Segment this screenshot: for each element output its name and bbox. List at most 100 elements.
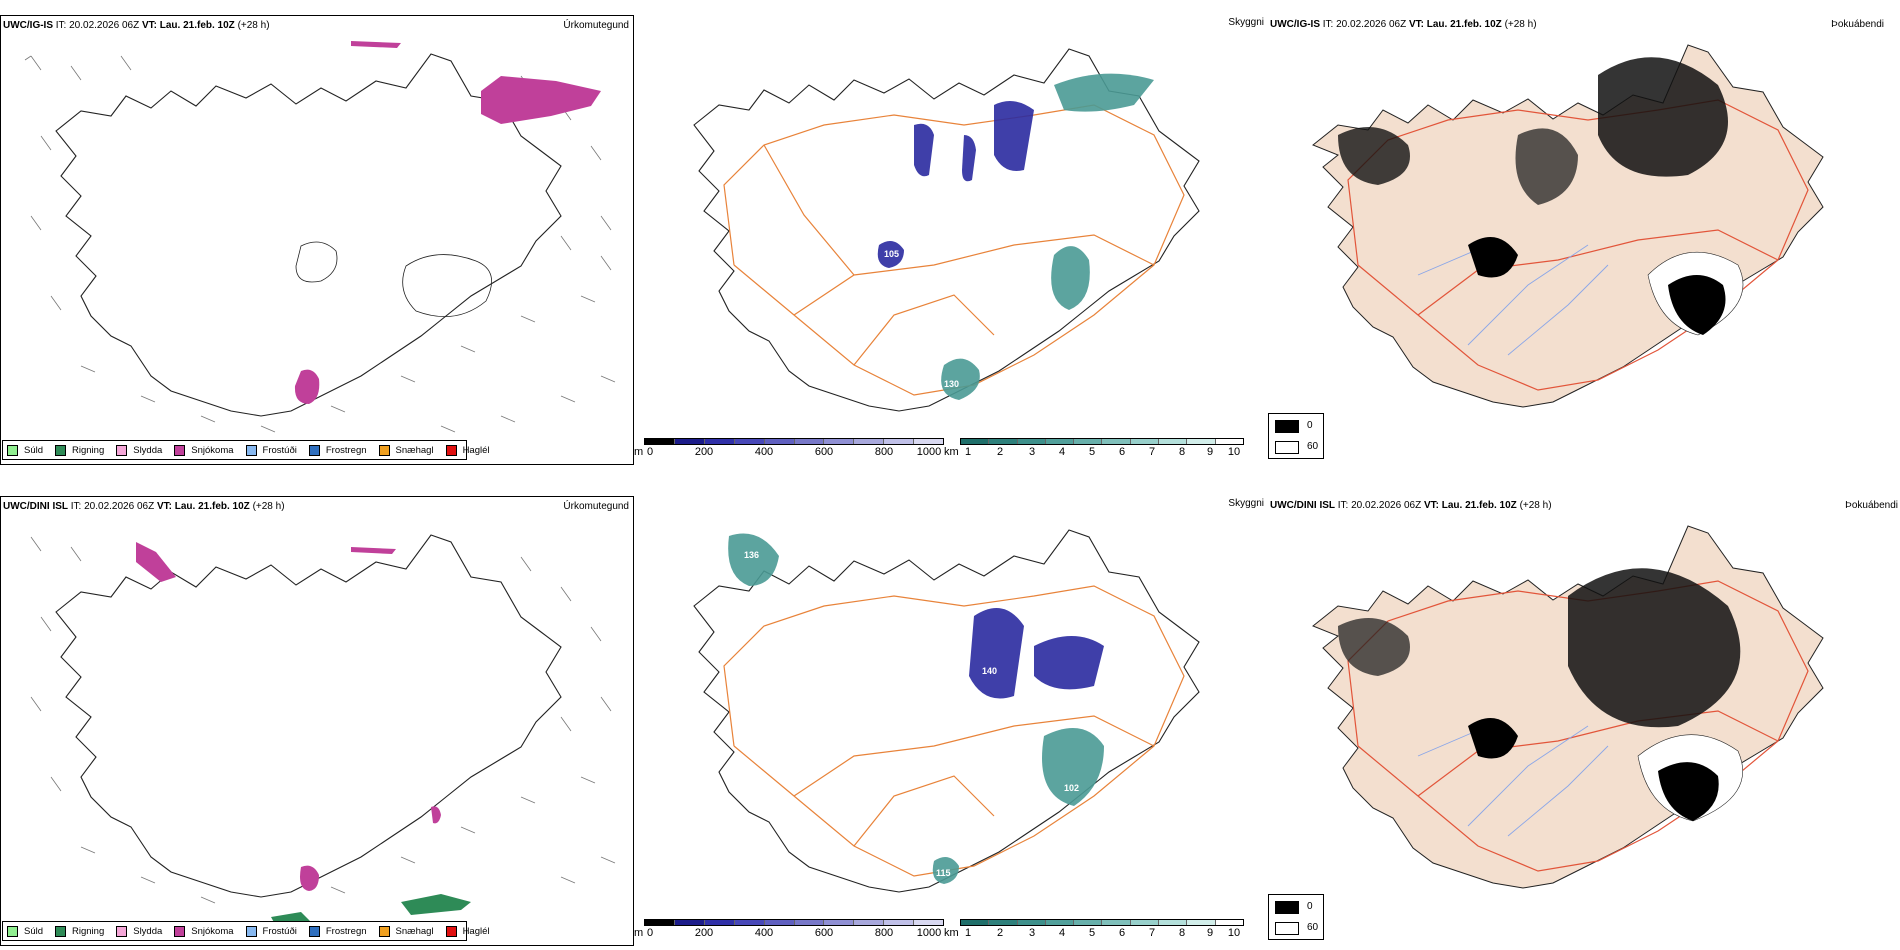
road-network	[723, 585, 1185, 877]
fog-index-legend: 0 60	[1268, 894, 1324, 940]
panel-name: Þokuábendi	[1831, 19, 1884, 30]
colorbar-tick: 2	[996, 927, 1004, 939]
panel-name: Skyggni	[1228, 498, 1264, 509]
precip-type-panel-top: UWC/IG-IS IT: 20.02.2026 06Z VT: Lau. 21…	[0, 15, 634, 465]
fog-map-top	[1312, 44, 1824, 408]
iceland-land	[1312, 525, 1824, 889]
glacier-outline	[295, 241, 493, 317]
wind-barbs	[24, 55, 616, 433]
colorbar-tick: 400	[754, 927, 774, 939]
legend-item: Frostregn	[308, 925, 367, 937]
low-visibility-areas	[728, 533, 1104, 884]
colorbar-tick: 600	[814, 927, 834, 939]
legend-item: Frostúði	[245, 444, 297, 456]
legend-item: Haglél	[445, 925, 490, 937]
colorbar-tick: 4	[1058, 446, 1066, 458]
panel-title: UWC/DINI ISL IT: 20.02.2026 06Z VT: Lau.…	[1270, 500, 1552, 511]
precip-map-top	[24, 41, 616, 433]
fog-intensity-areas	[1338, 57, 1744, 336]
low-visibility-areas	[877, 73, 1154, 400]
legend-item: Haglél	[445, 444, 490, 456]
colorbar-unit: km	[944, 446, 959, 458]
colorbar-unit: m	[634, 927, 644, 939]
colorbar-tick: 200	[694, 927, 714, 939]
colorbar-tick: 800	[874, 927, 894, 939]
visibility-colorbar-m: m 0 200 400 600 800 1000	[634, 438, 944, 460]
colorbar-tick: 10	[1227, 927, 1241, 939]
panel-name: Úrkomutegund	[563, 501, 629, 512]
colorbar-tick: 5	[1088, 927, 1096, 939]
colorbar-tick: 6	[1118, 446, 1126, 458]
colorbar-tick: 3	[1028, 927, 1036, 939]
road-network	[1347, 580, 1809, 872]
visibility-value-labels: 105 116 130	[884, 152, 1129, 389]
road-network	[723, 104, 1185, 396]
visibility-panel-bottom: 136 140 102 115 Skyggni m 0 200 400 600 …	[634, 496, 1268, 946]
fog-index-panel-bottom: UWC/DINI ISL IT: 20.02.2026 06Z VT: Lau.…	[1268, 496, 1900, 946]
precip-type-legend: Súld Rigning Slydda Snjókoma Frostúði Fr…	[2, 440, 490, 460]
legend-item: Súld	[7, 444, 43, 456]
iceland-coastline	[693, 48, 1200, 412]
visibility-map-bottom: 136 140 102 115	[693, 529, 1200, 893]
visibility-panel-top: 105 116 130 Skyggni m 0 200 400 600 800 …	[634, 15, 1268, 465]
legend-item: Frostregn	[308, 444, 367, 456]
colorbar-tick: 800	[874, 446, 894, 458]
colorbar-tick: 0	[646, 927, 654, 939]
visibility-colorbar-km: km 1 2 3 4 5 6 7 8 9 10	[944, 919, 1244, 941]
colorbar-unit: m	[634, 446, 644, 458]
vis-label: 115	[936, 868, 951, 878]
colorbar-tick: 6	[1118, 927, 1126, 939]
snow-area	[294, 41, 601, 404]
colorbar-tick: 2	[996, 446, 1004, 458]
legend-item: Snæhagl	[378, 444, 434, 456]
colorbar-unit: km	[944, 927, 959, 939]
colorbar-tick: 7	[1148, 927, 1156, 939]
panel-name: Skyggni	[1228, 17, 1264, 28]
snow-area	[136, 542, 441, 891]
colorbar-tick: 600	[814, 446, 834, 458]
vis-label: 105	[884, 249, 899, 259]
visibility-colorbar-m: m 0 200 400 600 800 1000	[634, 919, 944, 941]
colorbar-tick: 4	[1058, 927, 1066, 939]
vis-label: 140	[982, 666, 997, 676]
panel-name: Þokuábendi	[1845, 500, 1898, 511]
legend-item: Rigning	[55, 925, 104, 937]
legend-item: Snæhagl	[378, 925, 434, 937]
colorbar-tick: 8	[1178, 446, 1186, 458]
road-network	[1347, 99, 1809, 391]
colorbar-tick: 8	[1178, 927, 1186, 939]
colorbar-tick: 400	[754, 446, 774, 458]
legend-item: Slydda	[116, 925, 162, 937]
colorbar-tick: 200	[694, 446, 714, 458]
iceland-coastline	[55, 53, 562, 417]
vis-label: 130	[944, 379, 959, 389]
precip-map-bottom	[30, 534, 616, 926]
iceland-coastline	[55, 534, 562, 898]
visibility-map-top: 105 116 130	[693, 48, 1200, 412]
visibility-value-labels: 136 140 102 115	[744, 550, 1079, 878]
legend-item: Snjókoma	[174, 444, 234, 456]
colorbar-tick: 1000	[916, 927, 942, 939]
colorbar-tick: 0	[646, 446, 654, 458]
colorbar-tick: 1	[964, 446, 972, 458]
precip-type-panel-bottom: UWC/DINI ISL IT: 20.02.2026 06Z VT: Lau.…	[0, 496, 634, 946]
fog-index-panel-top: UWC/IG-IS IT: 20.02.2026 06Z VT: Lau. 21…	[1268, 15, 1900, 465]
visibility-colorbar-km: km 1 2 3 4 5 6 7 8 9 10	[944, 438, 1244, 460]
panel-title: UWC/IG-IS IT: 20.02.2026 06Z VT: Lau. 21…	[3, 20, 270, 31]
colorbar-tick: 7	[1148, 446, 1156, 458]
legend-item: Frostúði	[245, 925, 297, 937]
legend-item: Rigning	[55, 444, 104, 456]
panel-title: UWC/IG-IS IT: 20.02.2026 06Z VT: Lau. 21…	[1270, 19, 1537, 30]
panel-title: UWC/DINI ISL IT: 20.02.2026 06Z VT: Lau.…	[3, 501, 285, 512]
wind-barbs	[30, 536, 616, 904]
fog-intensity-areas	[1338, 568, 1743, 822]
precip-type-legend: Súld Rigning Slydda Snjókoma Frostúði Fr…	[2, 921, 490, 941]
iceland-land	[1312, 44, 1824, 408]
colorbar-tick: 9	[1206, 446, 1214, 458]
fog-map-bottom	[1312, 525, 1824, 889]
fog-index-legend: 0 60	[1268, 413, 1324, 459]
vis-label: 102	[1064, 783, 1079, 793]
vis-label: 136	[744, 550, 759, 560]
colorbar-tick: 10	[1227, 446, 1241, 458]
vis-label: 116	[1114, 152, 1129, 162]
